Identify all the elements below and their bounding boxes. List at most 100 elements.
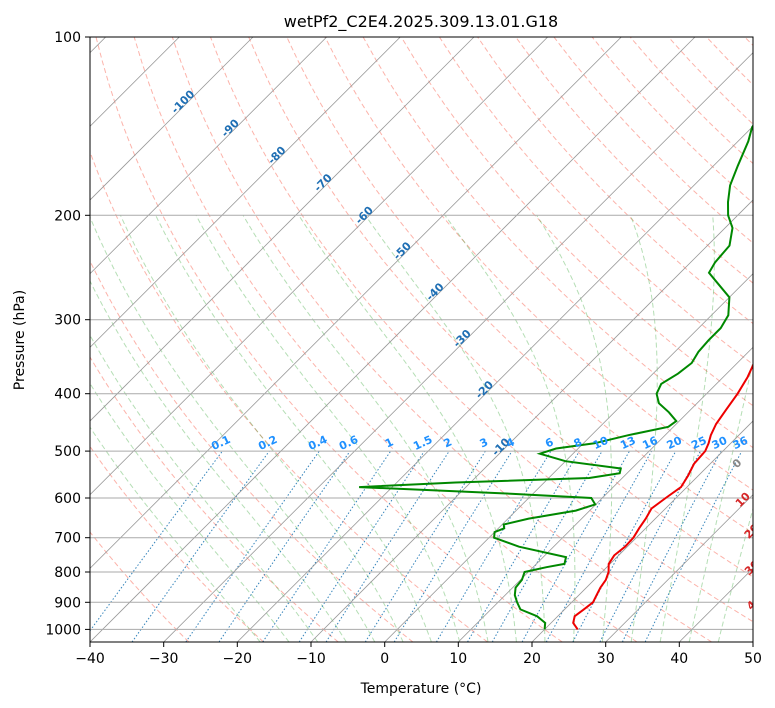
mixing-ratio-label: 36	[731, 434, 751, 452]
y-tick-label: 800	[54, 565, 81, 581]
x-tick-label: −10	[296, 651, 326, 667]
moist-adiabat-label: 30	[742, 558, 762, 578]
dry-adiabat-label: -20	[473, 378, 496, 401]
mixing-ratio-label: 0.1	[209, 433, 232, 453]
mixing-ratio-label: 0.6	[337, 433, 360, 453]
x-tick-label: −20	[223, 651, 253, 667]
background-lines	[90, 37, 753, 642]
dry-adiabat-line	[400, 37, 753, 407]
mixing-ratio-line	[393, 450, 513, 642]
dry-adiabat-line	[477, 37, 753, 325]
dry-adiabat-label: -100	[169, 87, 198, 116]
moist-adiabat-line	[90, 426, 261, 642]
moist-adiabat-line	[90, 279, 347, 642]
isotherm-line	[90, 37, 696, 642]
mixing-ratio-label: 3	[478, 435, 490, 450]
dry-adiabat-line	[248, 37, 753, 578]
dry-adiabat-line	[90, 531, 190, 642]
dry-adiabat-label: -80	[265, 144, 288, 167]
dry-adiabat-line	[90, 445, 264, 642]
moist-adiabat-line	[536, 215, 613, 642]
moist-adiabat-line	[155, 215, 432, 642]
mixing-ratio-line	[262, 450, 392, 642]
chart-title: wetPf2_C2E4.2025.309.13.01.G18	[284, 12, 558, 32]
y-tick-label: 1000	[45, 622, 81, 638]
moist-adiabat-line	[298, 215, 517, 642]
moist-adiabat-line	[195, 215, 461, 642]
y-tick-label: 300	[54, 313, 81, 329]
isotherm-line	[531, 420, 753, 642]
dry-adiabat-line	[668, 37, 753, 125]
adiabat-labels: -100-90-80-70-60-50-40-30-20-10010203040…	[169, 87, 764, 612]
y-tick-label: 600	[54, 491, 81, 507]
mixing-ratio-label: 25	[689, 434, 708, 452]
isotherm-line	[605, 494, 753, 642]
isotherm-line	[679, 567, 753, 642]
mixing-ratio-line	[185, 450, 320, 642]
mixing-ratio-label: 1	[383, 435, 395, 450]
dry-adiabat-line	[90, 259, 414, 642]
dry-adiabat-label: -30	[451, 327, 474, 350]
dry-adiabat-label: -90	[219, 116, 242, 139]
dewpoint-profile-line	[359, 124, 753, 630]
mixing-ratio-label: 30	[710, 434, 730, 452]
moist-adiabat-label: 10	[733, 490, 753, 510]
moist-adiabat-label: 20	[742, 521, 762, 541]
dry-adiabat-line	[324, 37, 753, 491]
moist-adiabat-line	[444, 215, 576, 642]
mixing-ratio-label: 1.5	[411, 433, 434, 453]
isotherm-line	[752, 641, 753, 642]
isotherm-line	[310, 199, 753, 642]
mixing-ratio-line	[545, 450, 653, 642]
mixing-ratio-line	[621, 450, 722, 642]
dry-adiabat-line	[210, 37, 753, 623]
moist-adiabat-line	[630, 215, 658, 642]
dry-adiabat-label: -50	[391, 239, 414, 262]
mixing-ratio-line	[131, 450, 270, 642]
y-tick-label: 700	[54, 531, 81, 547]
y-axis-label: Pressure (hPa)	[12, 290, 28, 390]
isotherm-line	[90, 37, 401, 348]
y-tick-label: 200	[54, 208, 81, 224]
y-tick-label: 500	[54, 444, 81, 460]
isotherm-line	[237, 125, 753, 642]
moist-adiabat-label: 40	[744, 592, 764, 612]
isotherm-line	[458, 346, 753, 642]
temperature-profile-line	[572, 362, 753, 630]
dry-adiabat-line	[744, 37, 753, 47]
mixing-ratio-label: 20	[665, 434, 685, 452]
dry-adiabat-line	[95, 37, 563, 642]
dry-adiabat-line	[90, 150, 488, 642]
dry-adiabat-line	[706, 37, 753, 86]
moist-adiabat-line	[688, 358, 753, 642]
mixing-ratio-label: 0.2	[256, 433, 279, 453]
moist-adiabat-line	[90, 382, 290, 642]
dry-adiabat-line	[438, 37, 753, 366]
moist-adiabat-line	[120, 215, 404, 642]
mixing-ratio-line	[364, 450, 486, 642]
x-tick-label: 10	[449, 651, 467, 667]
dry-adiabat-line	[515, 37, 753, 284]
axis-ticks: −40 −30 −20 −10 0 10 20 30 40 50 1000 900 800 700 600 5…	[45, 30, 762, 667]
isotherm-line	[90, 37, 327, 275]
x-axis-label: Temperature (°C)	[360, 681, 482, 697]
dry-adiabat-label: -60	[353, 204, 376, 227]
mixing-ratio-line	[521, 450, 630, 642]
isotherm-line	[90, 37, 548, 496]
moist-adiabat-line	[364, 215, 546, 642]
mixing-ratio-label: 0.4	[306, 433, 329, 453]
mixing-ratio-label: 13	[618, 434, 637, 452]
x-tick-label: 20	[523, 651, 541, 667]
isotherm-line	[90, 37, 475, 422]
mixing-ratio-line	[644, 450, 743, 642]
dry-adiabat-label: -70	[312, 171, 335, 194]
mixing-ratio-line	[572, 450, 677, 642]
profile-lines	[359, 124, 753, 630]
mixing-ratio-label: 10	[591, 434, 611, 452]
dry-adiabat-line	[133, 37, 638, 642]
mixing-ratio-line	[218, 450, 351, 642]
moist-adiabat-line	[90, 334, 319, 642]
isotherm-line	[384, 273, 753, 642]
plot-frame	[89, 36, 754, 643]
